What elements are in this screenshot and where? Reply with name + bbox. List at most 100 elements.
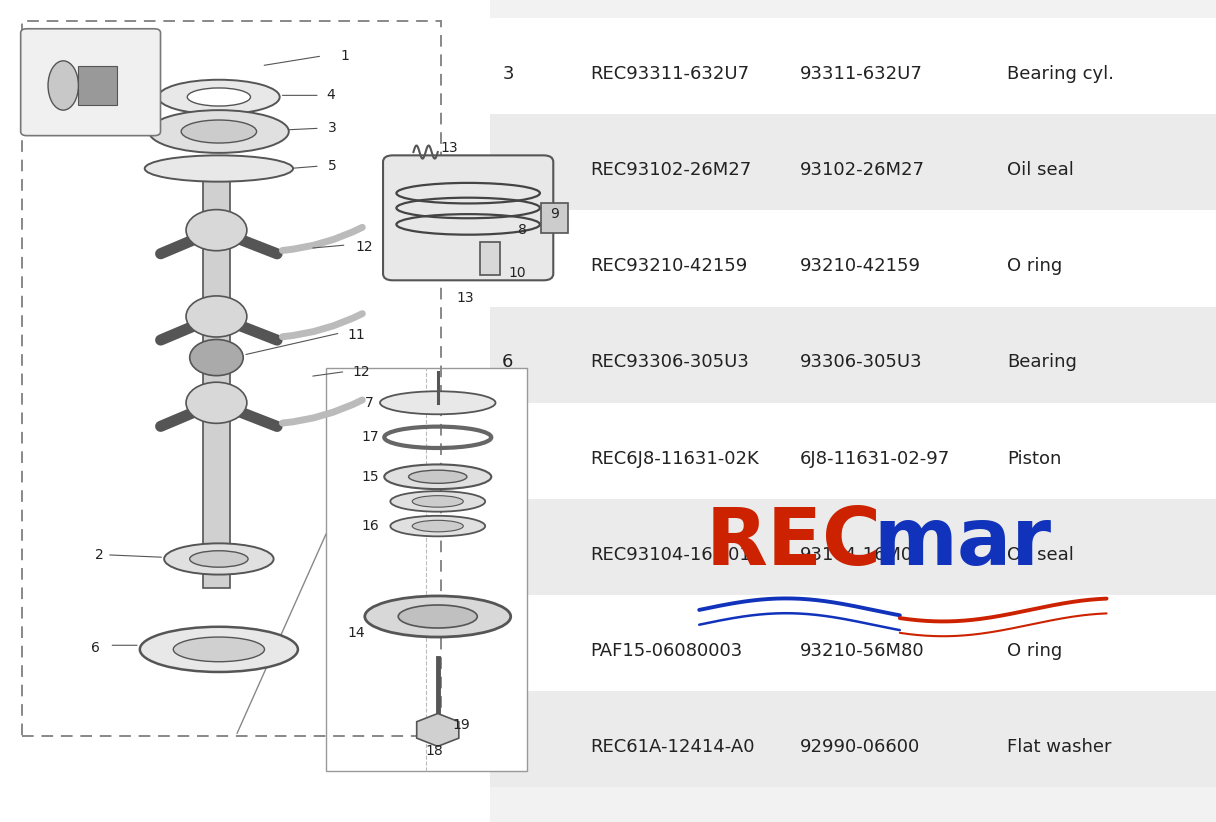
Text: 92990-06600: 92990-06600 bbox=[800, 738, 921, 756]
Ellipse shape bbox=[190, 551, 248, 567]
Text: 93104-16M04: 93104-16M04 bbox=[800, 546, 924, 564]
Ellipse shape bbox=[181, 120, 257, 143]
FancyArrowPatch shape bbox=[219, 404, 277, 427]
Text: 4: 4 bbox=[502, 161, 513, 179]
FancyArrowPatch shape bbox=[219, 317, 277, 340]
Text: 15: 15 bbox=[361, 469, 378, 484]
Text: 12: 12 bbox=[355, 239, 372, 254]
Text: 9: 9 bbox=[550, 206, 558, 221]
Text: Bearing cyl.: Bearing cyl. bbox=[1007, 65, 1114, 83]
Bar bbox=[490, 691, 1216, 787]
Ellipse shape bbox=[164, 543, 274, 575]
FancyArrowPatch shape bbox=[219, 231, 277, 254]
Text: REC: REC bbox=[705, 504, 882, 581]
Text: 93102-26M27: 93102-26M27 bbox=[800, 161, 925, 179]
Ellipse shape bbox=[390, 516, 485, 537]
Ellipse shape bbox=[412, 496, 463, 507]
Text: 1: 1 bbox=[340, 48, 349, 63]
Ellipse shape bbox=[399, 605, 477, 628]
Text: Bearing: Bearing bbox=[1007, 353, 1076, 372]
Text: 93210-56M80: 93210-56M80 bbox=[800, 642, 924, 660]
Text: 6J8-11631-02-97: 6J8-11631-02-97 bbox=[800, 450, 951, 468]
Ellipse shape bbox=[140, 626, 298, 672]
Text: 8: 8 bbox=[502, 450, 513, 468]
Text: 3: 3 bbox=[328, 121, 337, 136]
Text: 13: 13 bbox=[456, 291, 473, 306]
FancyBboxPatch shape bbox=[383, 155, 553, 280]
Text: 16: 16 bbox=[502, 546, 525, 564]
Bar bbox=[490, 499, 1216, 595]
Bar bbox=[203, 177, 230, 588]
Bar bbox=[490, 114, 1216, 210]
Bar bbox=[0, 0, 490, 822]
Text: REC61A-12414-A0: REC61A-12414-A0 bbox=[590, 738, 754, 756]
Text: 18: 18 bbox=[426, 744, 444, 759]
Text: 17: 17 bbox=[361, 430, 378, 445]
Ellipse shape bbox=[145, 155, 293, 182]
Bar bbox=[490, 307, 1216, 403]
FancyBboxPatch shape bbox=[21, 29, 161, 136]
Text: 12: 12 bbox=[353, 364, 370, 379]
FancyBboxPatch shape bbox=[326, 368, 527, 771]
Circle shape bbox=[186, 296, 247, 337]
Text: 10: 10 bbox=[508, 266, 525, 280]
Text: O ring: O ring bbox=[1007, 257, 1062, 275]
Ellipse shape bbox=[384, 464, 491, 489]
Text: Piston: Piston bbox=[1007, 450, 1062, 468]
Text: 4: 4 bbox=[326, 88, 334, 103]
Text: 93311-632U7: 93311-632U7 bbox=[800, 65, 923, 83]
Text: 19: 19 bbox=[502, 738, 525, 756]
Text: 93306-305U3: 93306-305U3 bbox=[800, 353, 923, 372]
Bar bbox=[480, 242, 500, 275]
Circle shape bbox=[186, 210, 247, 251]
Text: 93210-42159: 93210-42159 bbox=[800, 257, 922, 275]
FancyArrowPatch shape bbox=[282, 314, 362, 337]
Ellipse shape bbox=[390, 492, 485, 511]
Text: O ring: O ring bbox=[1007, 642, 1062, 660]
Bar bbox=[78, 66, 117, 105]
Text: 2: 2 bbox=[95, 547, 103, 562]
Text: PAF15-06080003: PAF15-06080003 bbox=[590, 642, 742, 660]
Text: REC93306-305U3: REC93306-305U3 bbox=[590, 353, 749, 372]
Circle shape bbox=[190, 339, 243, 376]
Text: REC93210-42159: REC93210-42159 bbox=[590, 257, 747, 275]
Ellipse shape bbox=[412, 520, 463, 532]
Text: REC6J8-11631-02K: REC6J8-11631-02K bbox=[590, 450, 759, 468]
Text: 6: 6 bbox=[502, 353, 513, 372]
Text: Oil seal: Oil seal bbox=[1007, 546, 1074, 564]
FancyArrowPatch shape bbox=[161, 317, 214, 340]
Bar bbox=[541, 203, 568, 233]
FancyArrowPatch shape bbox=[282, 228, 362, 251]
Ellipse shape bbox=[47, 61, 78, 110]
Text: 3: 3 bbox=[502, 65, 513, 83]
Ellipse shape bbox=[379, 391, 496, 414]
Text: REC93311-632U7: REC93311-632U7 bbox=[590, 65, 749, 83]
Text: 16: 16 bbox=[361, 519, 379, 533]
FancyArrowPatch shape bbox=[282, 400, 362, 423]
Circle shape bbox=[186, 382, 247, 423]
Text: 6: 6 bbox=[91, 640, 100, 655]
Text: REC93102-26M27: REC93102-26M27 bbox=[590, 161, 751, 179]
Ellipse shape bbox=[158, 80, 280, 114]
Text: mar: mar bbox=[873, 504, 1051, 581]
Bar bbox=[490, 18, 1216, 114]
Text: 5: 5 bbox=[502, 257, 513, 275]
Text: 19: 19 bbox=[452, 718, 471, 732]
Bar bbox=[490, 595, 1216, 691]
Ellipse shape bbox=[409, 470, 467, 483]
Text: 7: 7 bbox=[365, 395, 373, 410]
Text: Oil seal: Oil seal bbox=[1007, 161, 1074, 179]
FancyArrowPatch shape bbox=[161, 404, 214, 427]
Ellipse shape bbox=[365, 596, 511, 637]
Text: 14: 14 bbox=[348, 626, 365, 640]
Text: REC93104-16M01: REC93104-16M01 bbox=[590, 546, 750, 564]
Ellipse shape bbox=[187, 88, 250, 106]
Text: 8: 8 bbox=[518, 223, 527, 238]
Text: 5: 5 bbox=[328, 159, 337, 173]
Text: 17: 17 bbox=[502, 642, 525, 660]
Ellipse shape bbox=[148, 110, 289, 153]
Bar bbox=[490, 403, 1216, 499]
FancyArrowPatch shape bbox=[161, 231, 214, 254]
Text: 13: 13 bbox=[440, 141, 457, 155]
Text: Flat washer: Flat washer bbox=[1007, 738, 1111, 756]
